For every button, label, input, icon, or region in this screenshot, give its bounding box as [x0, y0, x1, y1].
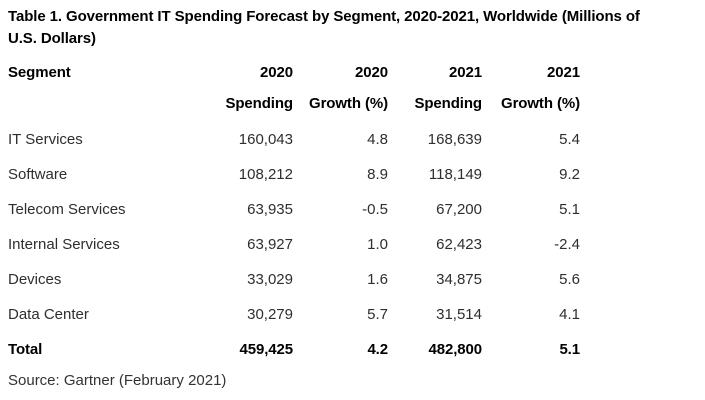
column-header-segment-spacer [8, 87, 213, 123]
column-header-2021-spending-label: Spending [414, 95, 482, 112]
table-row: Software 108,212 8.9 118,149 9.2 [8, 158, 580, 193]
spending-2021-cell: 62,423 [436, 236, 482, 253]
source-attribution: Source: Gartner (February 2021) [8, 372, 227, 389]
segment-cell: Telecom Services [8, 201, 126, 218]
spending-2021-cell: 168,639 [427, 131, 482, 148]
total-growth-2021-cell: 5.1 [559, 341, 580, 358]
segment-cell: Software [8, 166, 68, 183]
growth-2021-cell: 5.6 [559, 271, 580, 288]
growth-2021-cell: 9.2 [559, 166, 580, 183]
table-title-line2: U.S. Dollars) [8, 30, 96, 47]
growth-2021-cell: 5.1 [559, 201, 580, 218]
column-header-2020-growth-label: Growth (%) [309, 95, 388, 112]
total-growth-2020-cell: 4.2 [367, 341, 388, 358]
segment-cell: Internal Services [8, 236, 120, 253]
column-header-2020-spending-label: Spending [225, 95, 293, 112]
column-header-segment: Segment [8, 64, 71, 81]
growth-2021-cell: 4.1 [559, 306, 580, 323]
table-row: Telecom Services 63,935 -0.5 67,200 5.1 [8, 193, 580, 228]
table-row: Devices 33,029 1.6 34,875 5.6 [8, 263, 580, 298]
column-header-2021-spending-year: 2021 [449, 64, 482, 81]
header-year-row: Segment 2020 2020 2021 2021 [8, 58, 580, 87]
spending-forecast-table: Segment 2020 2020 2021 2021 Spending Gro… [8, 58, 580, 368]
growth-2020-cell: 5.7 [367, 306, 388, 323]
growth-2020-cell: 1.0 [367, 236, 388, 253]
spending-2021-cell: 31,514 [436, 306, 482, 323]
segment-cell: IT Services [8, 131, 83, 148]
spending-2020-cell: 160,043 [238, 131, 293, 148]
total-label-cell: Total [8, 341, 43, 358]
spending-2020-cell: 30,279 [247, 306, 293, 323]
spending-2021-cell: 118,149 [428, 166, 482, 183]
header-label-row: Spending Growth (%) Spending Growth (%) [8, 87, 580, 123]
spending-2021-cell: 34,875 [436, 271, 482, 288]
segment-cell: Devices [8, 271, 62, 288]
total-spending-2021-cell: 482,800 [428, 341, 482, 358]
growth-2020-cell: 1.6 [367, 271, 388, 288]
page: Table 1. Government IT Spending Forecast… [8, 6, 697, 389]
growth-2021-cell: -2.4 [554, 236, 580, 253]
column-header-2020-spending-year: 2020 [260, 64, 293, 81]
growth-2021-cell: 5.4 [559, 131, 580, 148]
column-header-2021-growth-label: Growth (%) [501, 95, 580, 112]
table-row: IT Services 160,043 4.8 168,639 5.4 [8, 123, 580, 158]
table-total-row: Total 459,425 4.2 482,800 5.1 [8, 333, 580, 368]
spending-2020-cell: 33,029 [247, 271, 293, 288]
growth-2020-cell: 4.8 [367, 131, 388, 148]
table-row: Internal Services 63,927 1.0 62,423 -2.4 [8, 228, 580, 263]
segment-cell: Data Center [8, 306, 89, 323]
spending-2020-cell: 63,927 [247, 236, 293, 253]
spending-2020-cell: 108,212 [238, 166, 293, 183]
total-spending-2020-cell: 459,425 [239, 341, 293, 358]
column-header-2020-growth-year: 2020 [355, 64, 388, 81]
growth-2020-cell: -0.5 [362, 201, 388, 218]
table-title: Table 1. Government IT Spending Forecast… [8, 6, 697, 50]
column-header-2021-growth-year: 2021 [547, 64, 580, 81]
growth-2020-cell: 8.9 [367, 166, 388, 183]
spending-2020-cell: 63,935 [247, 201, 293, 218]
table-row: Data Center 30,279 5.7 31,514 4.1 [8, 298, 580, 333]
table-title-line1: Table 1. Government IT Spending Forecast… [8, 8, 640, 25]
spending-2021-cell: 67,200 [436, 201, 482, 218]
